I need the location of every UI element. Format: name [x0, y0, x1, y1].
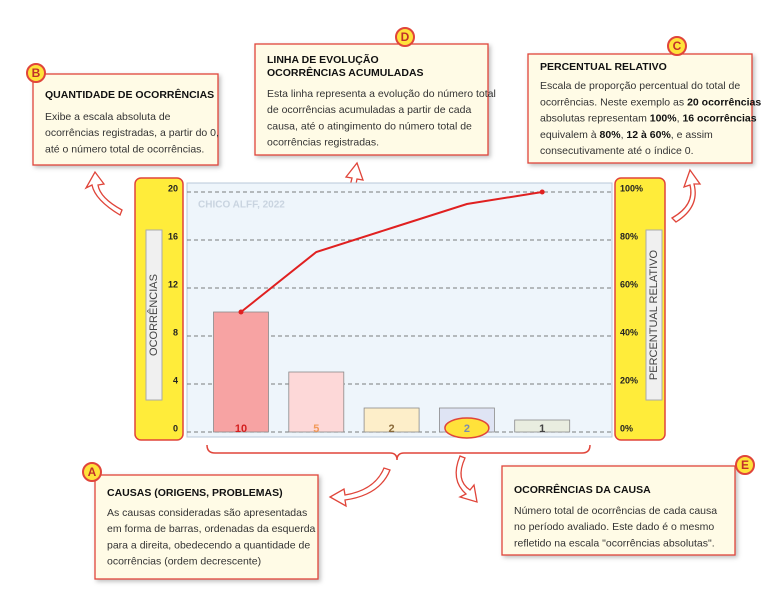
- watermark: CHICO ALFF, 2022: [198, 200, 285, 211]
- y2-label-box: [645, 229, 663, 401]
- annotation-line: As causas consideradas são apresentadas: [107, 507, 307, 519]
- annotation-title: CAUSAS (ORIGENS, PROBLEMAS): [107, 487, 283, 499]
- annotation-bg: [527, 53, 753, 164]
- annotation-line: para a direita, obedecendo a quantidade …: [107, 539, 310, 551]
- arrows: [84, 161, 702, 508]
- badge: [735, 455, 755, 475]
- bar-value-label: 2: [464, 423, 470, 435]
- annotation-line: em forma de barras, ordenadas da esquerd…: [107, 523, 316, 535]
- bar-value-label: 10: [235, 423, 247, 435]
- annotation-line: Número total de ocorrências de cada caus…: [514, 505, 717, 517]
- annotation-line: absolutas representam 100%, 16 ocorrênci…: [540, 112, 757, 124]
- badge: [395, 27, 415, 47]
- cumulative-line: [240, 191, 543, 313]
- badge: [82, 462, 102, 482]
- bar: [213, 311, 269, 433]
- annotation-line: equivalem à 80%, 12 à 60%, e assim: [540, 129, 713, 141]
- annotation-title: QUANTIDADE DE OCORRÊNCIAS: [45, 88, 214, 101]
- bar: [288, 371, 345, 433]
- highlight: [444, 417, 490, 439]
- annotation-line: ocorrências. Neste exemplo as 20 ocorrên…: [540, 96, 761, 108]
- annotation-line: causa, até o atingimento do número total…: [267, 120, 472, 132]
- annotation-line: no período avaliado. Este dado é o mesmo: [514, 521, 714, 533]
- bar: [363, 407, 420, 433]
- annotation-line: Escala de proporção percentual do total …: [540, 80, 740, 92]
- bar-value-label: 2: [389, 423, 395, 435]
- annotation-title: PERCENTUAL RELATIVO: [540, 61, 667, 73]
- annotation-line: consecutivamente até o índice 0.: [540, 145, 694, 157]
- y2-tick-label: 60%: [620, 279, 638, 289]
- badge-letter: A: [88, 465, 97, 479]
- annotation-title: OCORRÊNCIAS DA CAUSA: [514, 483, 651, 496]
- y-tick-label: 16: [168, 231, 178, 241]
- y-label-box: [145, 229, 163, 401]
- y-tick-label: 8: [173, 327, 178, 337]
- y2-tick-label: 40%: [620, 327, 638, 337]
- annotation-bg: [501, 465, 736, 556]
- y-tick-label: 12: [168, 279, 178, 289]
- badge-letter: C: [673, 39, 682, 53]
- brace: [206, 444, 591, 461]
- annotation-box: OCORRÊNCIAS DA CAUSA Número total de ocor…: [501, 455, 755, 556]
- badge: [26, 63, 46, 83]
- annotation-line: Exibe a escala absoluta de: [45, 111, 171, 123]
- annotation-line: ocorrências registradas.: [267, 137, 379, 149]
- bar-value-label: 1: [539, 423, 545, 435]
- y-axis-label: OCORRÊNCIAS: [147, 274, 160, 356]
- y2-tick-label: 80%: [620, 231, 638, 241]
- annotation-box: PERCENTUAL RELATIVO Escala de proporção p…: [527, 36, 761, 164]
- y-tick-label: 0: [173, 423, 178, 433]
- annotation-line: de ocorrências acumuladas a partir de ca…: [267, 104, 471, 116]
- y-tick-label: 20: [168, 183, 178, 193]
- y2-tick-label: 100%: [620, 183, 643, 193]
- badge-letter: E: [741, 458, 749, 472]
- annotation-bg: [254, 43, 489, 156]
- annotation-box: QUANTIDADE DE OCORRÊNCIAS Exibe a escala …: [26, 63, 219, 166]
- badge-letter: D: [401, 30, 410, 44]
- line-start: [238, 309, 244, 315]
- bar: [514, 419, 571, 433]
- line-end: [539, 189, 545, 195]
- y2-tick-label: 0%: [620, 423, 633, 433]
- y2-axis-label: PERCENTUAL RELATIVO: [648, 249, 660, 380]
- annotation-line: refletido na escala "ocorrências absolut…: [514, 537, 715, 549]
- y2-tick-label: 20%: [620, 375, 638, 385]
- annotation-line: Esta linha representa a evolução do núme…: [267, 88, 496, 100]
- y-tick-label: 4: [173, 375, 178, 385]
- annotation-line: até o número total de ocorrências.: [45, 143, 204, 155]
- badge: [667, 36, 687, 56]
- badge-letter: B: [32, 66, 41, 80]
- annotation-title: LINHA DE EVOLUÇÃO: [267, 53, 379, 66]
- annotation-bg: [32, 73, 219, 166]
- annotation-bg: [94, 474, 319, 580]
- annotation-box: CAUSAS (ORIGENS, PROBLEMAS) As causas con…: [82, 462, 319, 580]
- annotation-line: ocorrências registradas, a partir do 0,: [45, 127, 219, 139]
- bar-value-label: 5: [313, 423, 319, 435]
- annotation-line: ocorrências (ordem decrescente): [107, 556, 261, 568]
- annotation-title: OCORRÊNCIAS ACUMULADAS: [267, 66, 424, 79]
